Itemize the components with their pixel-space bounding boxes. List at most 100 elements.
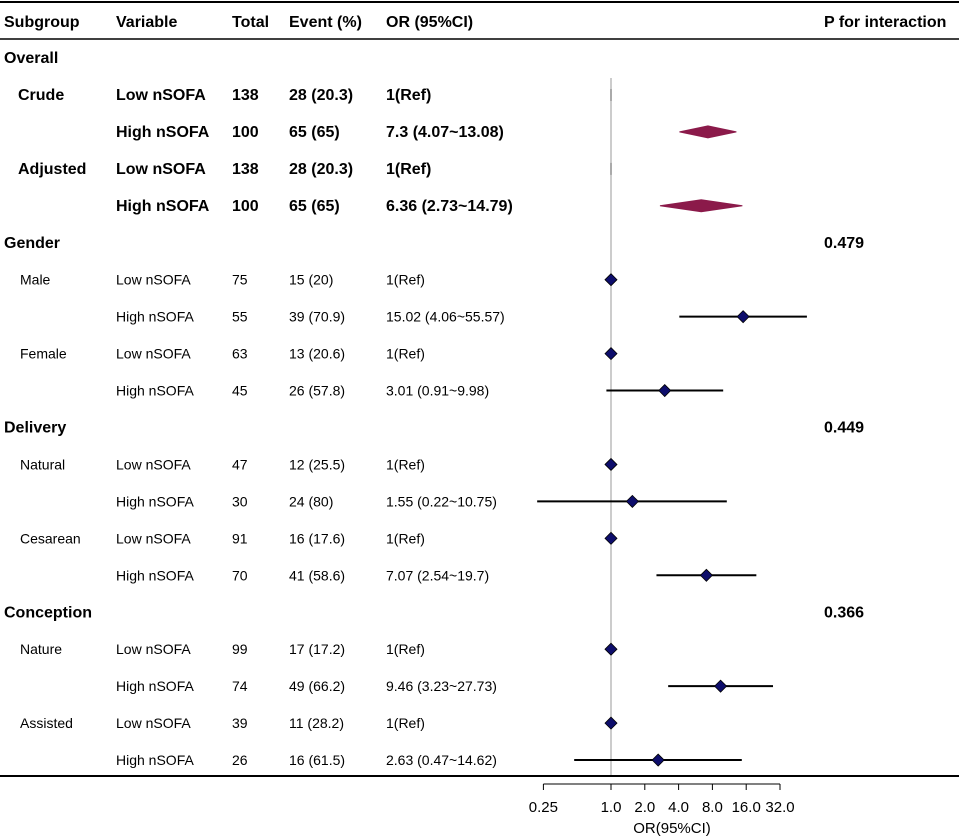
- x-tick-label: 16.0: [732, 799, 761, 816]
- subgroup-label: Cesarean: [20, 530, 81, 546]
- table-row: High nSOFA 30 24 (80) 1.55 (0.22~10.75): [116, 493, 497, 509]
- or-cell: 1(Ref): [386, 272, 425, 288]
- or-cell: 7.07 (2.54~19.7): [386, 567, 489, 583]
- x-tick-label: 0.25: [529, 799, 558, 816]
- point-estimate: [604, 347, 618, 361]
- point-estimate: [699, 568, 713, 582]
- or-cell: 2.63 (0.47~14.62): [386, 752, 497, 768]
- or-cell: 1(Ref): [386, 530, 425, 546]
- summary-diamond: [679, 125, 737, 139]
- variable-cell: High nSOFA: [116, 752, 194, 768]
- x-tick-label: 8.0: [702, 799, 723, 816]
- event-cell: 65 (65): [289, 198, 340, 215]
- point-estimate: [651, 753, 665, 767]
- table-row: Cesarean Low nSOFA 91 16 (17.6) 1(Ref): [20, 530, 425, 546]
- group-label: Conception: [4, 604, 92, 621]
- header-variable: Variable: [116, 14, 177, 31]
- subgroup-label: Male: [20, 272, 51, 288]
- total-cell: 91: [232, 530, 248, 546]
- event-cell: 41 (58.6): [289, 567, 345, 583]
- event-cell: 16 (17.6): [289, 530, 345, 546]
- event-cell: 12 (25.5): [289, 456, 345, 472]
- group-label: Delivery: [4, 420, 66, 437]
- x-tick-label: 2.0: [634, 799, 655, 816]
- total-cell: 63: [232, 346, 248, 362]
- or-cell: 1(Ref): [386, 456, 425, 472]
- header-or: OR (95%CI): [386, 14, 473, 31]
- x-axis-label: OR(95%CI): [633, 820, 711, 837]
- summary-diamond: [659, 199, 743, 213]
- event-cell: 15 (20): [289, 272, 333, 288]
- plot-area: [537, 78, 807, 776]
- p-interaction-value: 0.479: [824, 235, 864, 252]
- point-estimate: [604, 457, 618, 472]
- point-estimate: [604, 273, 618, 287]
- subgroup-label: Female: [20, 346, 67, 362]
- variable-cell: High nSOFA: [116, 567, 194, 583]
- subgroup-label: Assisted: [20, 715, 73, 731]
- event-cell: 49 (66.2): [289, 678, 345, 694]
- event-cell: 28 (20.3): [289, 87, 353, 104]
- group-row: Conception 0.366: [4, 604, 864, 621]
- event-cell: 17 (17.2): [289, 641, 345, 657]
- p-interaction-value: 0.366: [824, 604, 864, 621]
- point-estimate: [736, 310, 750, 324]
- variable-cell: High nSOFA: [116, 309, 194, 325]
- point-estimate: [714, 679, 728, 693]
- x-axis: 0.25 1.0 2.0 4.0 8.0 16.0 32.0: [529, 783, 795, 816]
- total-cell: 75: [232, 272, 248, 288]
- variable-cell: Low nSOFA: [116, 87, 206, 104]
- group-row: Gender 0.479: [4, 235, 864, 252]
- table-row: High nSOFA 100 65 (65) 7.3 (4.07~13.08): [116, 124, 504, 141]
- event-cell: 39 (70.9): [289, 309, 345, 325]
- table-row: High nSOFA 26 16 (61.5) 2.63 (0.47~14.62): [116, 752, 497, 768]
- table-rows: Overall Crude Low nSOFA 138 28 (20.3) 1(Ref) H…: [4, 50, 864, 768]
- variable-cell: Low nSOFA: [116, 161, 206, 178]
- table-row: Natural Low nSOFA 47 12 (25.5) 1(Ref): [20, 456, 425, 472]
- point-estimate: [604, 716, 618, 730]
- or-cell: 1(Ref): [386, 87, 431, 104]
- table-row: Adjusted Low nSOFA 138 28 (20.3) 1(Ref): [18, 161, 431, 178]
- table-row: Male Low nSOFA 75 15 (20) 1(Ref): [20, 272, 425, 288]
- variable-cell: High nSOFA: [116, 198, 210, 215]
- x-tick-label: 32.0: [765, 799, 794, 816]
- total-cell: 30: [232, 493, 248, 509]
- or-cell: 9.46 (3.23~27.73): [386, 678, 497, 694]
- table-row: Nature Low nSOFA 99 17 (17.2) 1(Ref): [20, 641, 425, 657]
- total-cell: 138: [232, 161, 259, 178]
- total-cell: 26: [232, 752, 248, 768]
- point-estimate: [625, 494, 639, 508]
- total-cell: 100: [232, 198, 259, 215]
- table-row: High nSOFA 70 41 (58.6) 7.07 (2.54~19.7): [116, 567, 489, 583]
- total-cell: 45: [232, 383, 248, 399]
- variable-cell: High nSOFA: [116, 124, 210, 141]
- event-cell: 16 (61.5): [289, 752, 345, 768]
- x-tick-label: 1.0: [601, 799, 622, 816]
- variable-cell: Low nSOFA: [116, 456, 191, 472]
- total-cell: 74: [232, 678, 248, 694]
- group-label: Overall: [4, 50, 58, 67]
- variable-cell: Low nSOFA: [116, 530, 191, 546]
- or-cell: 1(Ref): [386, 641, 425, 657]
- subgroup-label: Adjusted: [18, 161, 86, 178]
- header-p-interaction: P for interaction: [824, 14, 946, 31]
- or-cell: 6.36 (2.73~14.79): [386, 198, 513, 215]
- total-cell: 39: [232, 715, 248, 731]
- point-estimate: [604, 642, 618, 656]
- or-cell: 1(Ref): [386, 346, 425, 362]
- event-cell: 65 (65): [289, 124, 340, 141]
- table-row: Female Low nSOFA 63 13 (20.6) 1(Ref): [20, 346, 425, 362]
- x-tick-label: 4.0: [668, 799, 689, 816]
- event-cell: 28 (20.3): [289, 161, 353, 178]
- group-row: Delivery 0.449: [4, 420, 864, 437]
- header-total: Total: [232, 14, 269, 31]
- header-subgroup: Subgroup: [4, 14, 80, 31]
- point-estimate: [604, 531, 618, 545]
- event-cell: 24 (80): [289, 493, 333, 509]
- subgroup-label: Crude: [18, 87, 64, 104]
- total-cell: 138: [232, 87, 259, 104]
- or-cell: 1(Ref): [386, 161, 431, 178]
- total-cell: 99: [232, 641, 248, 657]
- event-cell: 26 (57.8): [289, 383, 345, 399]
